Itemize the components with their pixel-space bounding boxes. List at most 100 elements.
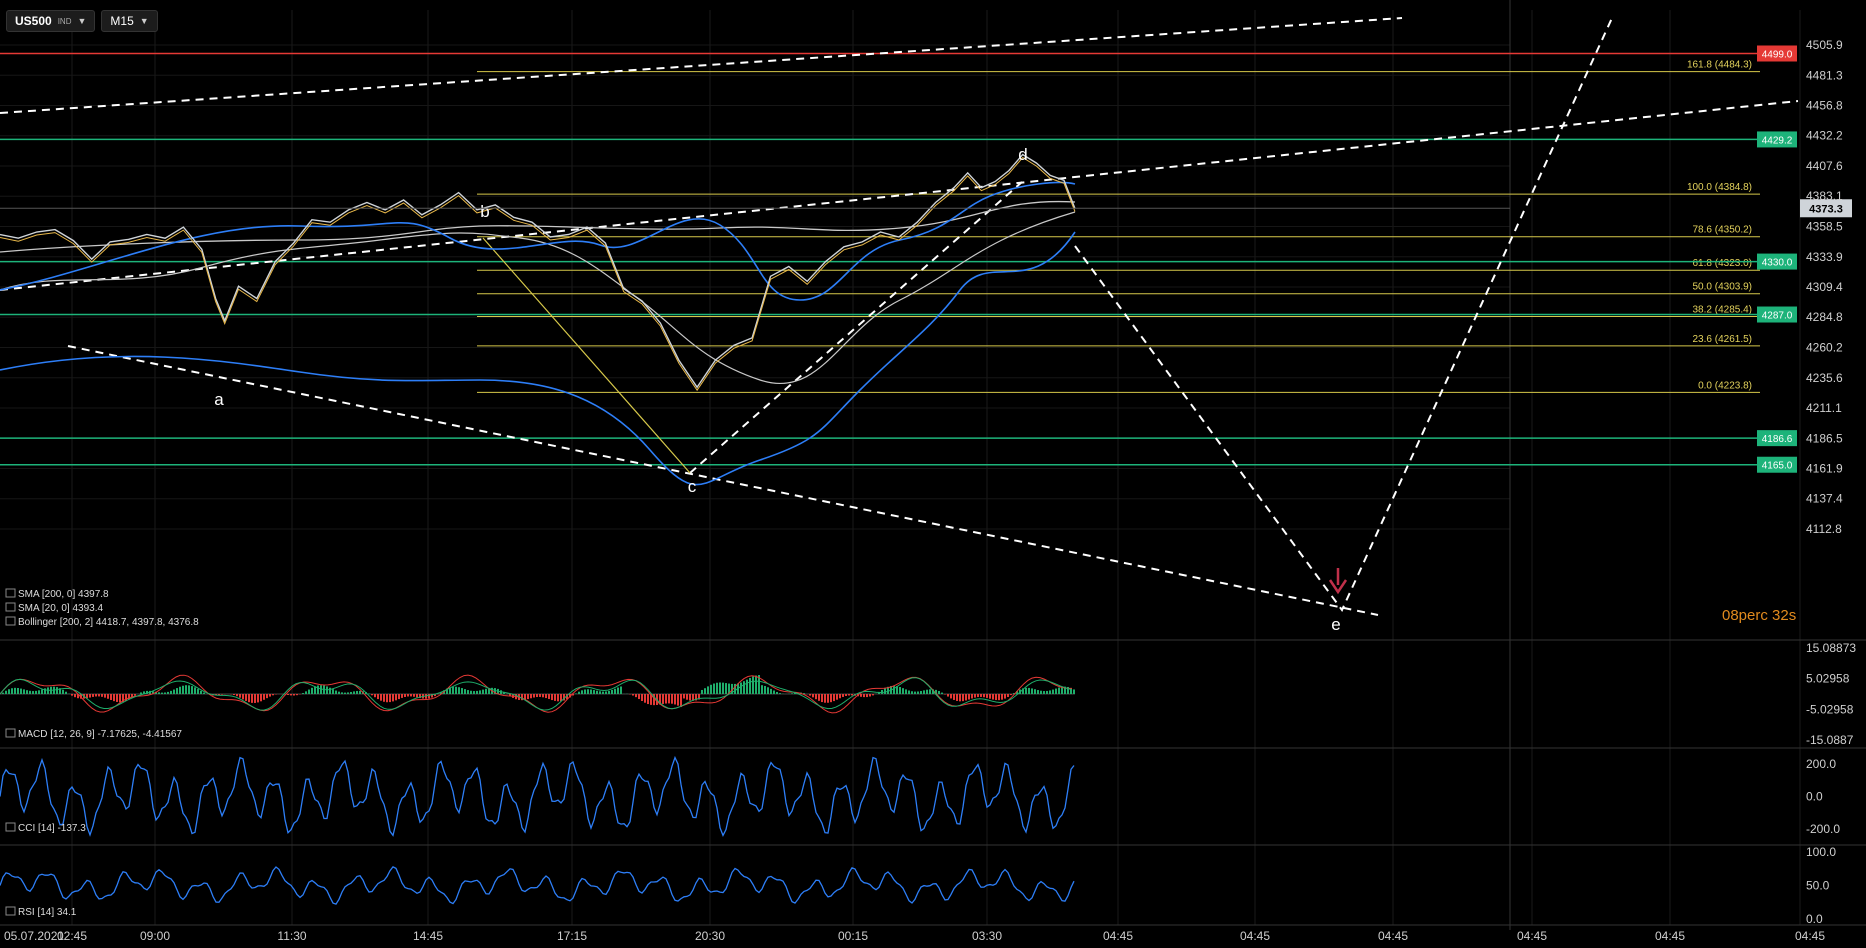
x-axis-tick-label: 04:45	[1517, 929, 1547, 943]
macd-histogram-bar	[89, 694, 91, 698]
macd-histogram-bar	[560, 694, 562, 702]
cci-y-tick-label: 0.0	[1806, 790, 1823, 804]
macd-histogram-bar	[80, 694, 82, 699]
macd-histogram-bar	[62, 689, 64, 695]
macd-histogram-bar	[815, 694, 817, 700]
macd-histogram-bar	[386, 694, 388, 703]
rsi-legend: RSI [14] 34.1	[18, 907, 77, 918]
y-axis-tick-label: 4505.9	[1806, 38, 1843, 52]
legend-toggle-icon[interactable]	[5, 602, 16, 612]
legend-toggle-icon[interactable]	[5, 822, 16, 832]
macd-histogram-bar	[971, 694, 973, 699]
macd-histogram-bar	[1034, 689, 1036, 695]
macd-histogram-bar	[557, 694, 559, 702]
macd-histogram-bar	[1010, 694, 1012, 696]
macd-histogram-bar	[572, 694, 574, 696]
y-axis-tick-label: 4407.6	[1806, 159, 1843, 173]
macd-histogram-bar	[107, 694, 109, 699]
fib-level-label: 50.0 (4303.9)	[1693, 282, 1753, 293]
macd-histogram-bar	[158, 692, 160, 694]
timeframe-selector[interactable]: M15 ▼	[101, 10, 158, 32]
macd-histogram-bar	[389, 694, 391, 703]
macd-histogram-bar	[542, 694, 544, 698]
legend-toggle-icon[interactable]	[5, 588, 16, 598]
macd-histogram-bar	[962, 694, 964, 702]
macd-histogram-bar	[1013, 693, 1015, 695]
macd-histogram-bar	[1037, 690, 1039, 695]
macd-histogram-bar	[581, 690, 583, 695]
fib-level-label: 61.8 (4323.0)	[1693, 258, 1753, 269]
macd-legend: MACD [12, 26, 9] -7.17625, -4.41567	[18, 729, 182, 740]
macd-histogram-bar	[179, 686, 181, 695]
macd-histogram-bar	[851, 694, 853, 696]
ema-fast-line	[0, 156, 1076, 392]
macd-histogram-bar	[110, 694, 112, 701]
legend-toggle-icon[interactable]	[5, 906, 16, 916]
macd-histogram-bar	[359, 690, 361, 695]
macd-histogram-bar	[620, 686, 622, 695]
macd-histogram-bar	[248, 694, 250, 703]
macd-histogram-bar	[131, 694, 133, 698]
rsi-line	[0, 865, 1075, 905]
macd-histogram-bar	[509, 694, 511, 697]
macd-histogram-bar	[725, 683, 727, 695]
macd-histogram-bar	[134, 694, 136, 696]
macd-histogram-bar	[905, 689, 907, 694]
macd-histogram-bar	[197, 689, 199, 695]
macd-histogram-bar	[260, 694, 262, 702]
macd-histogram-bar	[242, 694, 244, 700]
macd-histogram-bar	[488, 688, 490, 694]
chevron-down-icon: ▼	[77, 16, 87, 26]
macd-histogram-bar	[704, 688, 706, 695]
macd-histogram-bar	[1043, 691, 1045, 694]
macd-histogram-bar	[176, 688, 178, 695]
macd-histogram-bar	[863, 694, 865, 698]
macd-histogram-bar	[380, 694, 382, 701]
macd-histogram-bar	[74, 694, 76, 698]
price-level-tag-label: 4165.0	[1762, 461, 1793, 472]
symbol-selector[interactable]: US500 IND ▼	[6, 10, 96, 32]
macd-histogram-bar	[1001, 694, 1003, 700]
macd-histogram-bar	[338, 691, 340, 695]
macd-histogram-bar	[728, 683, 730, 695]
price-level-tag[interactable]	[1757, 131, 1797, 148]
macd-histogram-bar	[809, 694, 811, 696]
macd-histogram-bar	[239, 694, 241, 698]
macd-histogram-bar	[731, 683, 733, 694]
indicator-legend-item: SMA [20, 0] 4393.4	[18, 603, 103, 614]
macd-histogram-bar	[869, 694, 871, 697]
macd-histogram-bar	[521, 694, 523, 701]
price-level-tag[interactable]	[1757, 253, 1797, 270]
macd-y-tick-label: -15.0887	[1806, 733, 1854, 747]
macd-histogram-bar	[794, 692, 796, 694]
macd-histogram-bar	[116, 694, 118, 702]
price-level-tag[interactable]	[1757, 306, 1797, 323]
price-level-tag[interactable]	[1757, 456, 1797, 473]
macd-histogram-bar	[35, 690, 37, 695]
macd-histogram-bar	[254, 694, 256, 703]
symbol-label: US500	[15, 14, 52, 28]
macd-histogram-bar	[311, 687, 313, 695]
macd-histogram-bar	[974, 694, 976, 698]
macd-histogram-bar	[77, 694, 79, 699]
macd-histogram-bar	[545, 694, 547, 699]
macd-histogram-bar	[128, 694, 130, 700]
macd-histogram-bar	[104, 694, 106, 698]
x-axis-tick-label: 03:30	[972, 929, 1002, 943]
macd-histogram-bar	[839, 694, 841, 699]
macd-histogram-bar	[161, 692, 163, 695]
macd-histogram-bar	[1064, 686, 1066, 695]
legend-toggle-icon[interactable]	[5, 616, 16, 626]
price-level-tag[interactable]	[1757, 430, 1797, 447]
macd-histogram-bar	[377, 694, 379, 700]
macd-histogram-bar	[320, 685, 322, 695]
macd-histogram-bar	[668, 694, 670, 704]
macd-histogram-bar	[272, 694, 274, 696]
y-axis-tick-label: 4309.4	[1806, 280, 1843, 294]
macd-histogram-bar	[944, 694, 946, 695]
legend-toggle-icon[interactable]	[5, 728, 16, 738]
macd-histogram-bar	[764, 685, 766, 695]
price-level-tag[interactable]	[1757, 45, 1797, 62]
macd-histogram-bar	[23, 689, 25, 695]
